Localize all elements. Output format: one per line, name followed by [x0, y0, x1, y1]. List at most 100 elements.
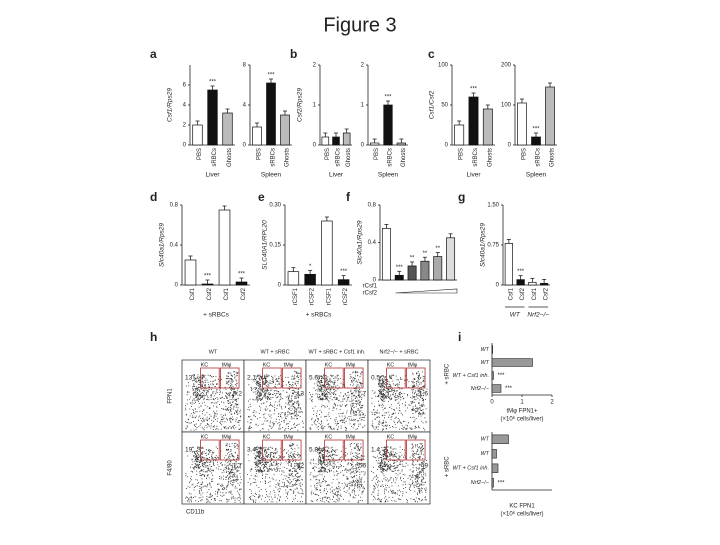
bar [383, 104, 393, 146]
bar [396, 142, 406, 146]
bar [287, 271, 300, 286]
panel-label: b [290, 47, 297, 61]
gate-value: 19 [185, 447, 193, 454]
gate-value: 5.6 [309, 375, 318, 382]
y-tick-label: 0 [313, 143, 317, 149]
flow-dots [185, 371, 242, 431]
gate-kc [324, 439, 344, 461]
gate-value: 3.4 [247, 447, 256, 454]
bar [280, 114, 290, 146]
bar [528, 281, 537, 286]
gate-kc [262, 439, 282, 461]
significance: *** [517, 269, 525, 275]
flow-dots [371, 371, 428, 431]
group-label: WT [510, 312, 521, 319]
x-tick-label: Ghosts [487, 148, 493, 167]
bar [491, 434, 509, 444]
bar [446, 237, 456, 281]
x-tick-label: rCSF1 [293, 287, 299, 305]
bar [454, 124, 465, 146]
gate-value: 1.6 [419, 391, 428, 398]
bar [337, 279, 350, 286]
x-tick-label: Ghosts [550, 148, 556, 167]
panel-label: i [458, 330, 461, 344]
gate-label: KC [325, 362, 333, 368]
x-tick-label: PBS [325, 148, 331, 160]
group-label: + sRBCs [203, 312, 230, 319]
y-tick-label: 0.8 [170, 203, 179, 209]
y-axis-label: Slc40a1/Rps29 [357, 220, 364, 264]
gate-label: tMφ [346, 362, 356, 368]
bar [504, 243, 513, 286]
gate-value: 5.8 [309, 447, 318, 454]
y-axis-label: Slc40a1/Rps29 [480, 223, 487, 267]
x-axis-label: CD11b [186, 510, 205, 516]
slide-title: Figure 3 [323, 14, 396, 36]
gradient-wedge [395, 288, 458, 294]
bar [370, 142, 380, 146]
bar [184, 259, 197, 286]
x-tick-label: PBS [459, 148, 465, 160]
y-tick-label: 2 [183, 123, 187, 129]
bar [516, 279, 525, 286]
panel-label: e [258, 190, 265, 204]
gate-value: 56 [359, 463, 367, 470]
group-label: Spleen [261, 172, 282, 179]
x-tick-label: 2 [550, 400, 554, 406]
x-tick-label: sRBCs [536, 148, 542, 167]
y-tick-label: 100 [501, 103, 512, 109]
category-label: WT [480, 347, 489, 353]
bar [491, 384, 502, 393]
category-label: WT [480, 451, 489, 457]
bar [420, 260, 430, 281]
side-label: + sRBC [445, 456, 451, 478]
y-tick-label: 0.4 [170, 243, 179, 249]
y-tick-label: 2 [313, 63, 317, 69]
gate-value: 1.4 [371, 447, 380, 454]
y-tick-label: 0.4 [368, 240, 377, 246]
gate-value: 1.7 [357, 391, 366, 398]
bar [394, 274, 404, 281]
gate-kc [200, 367, 220, 389]
y-tick-label: 4 [243, 103, 247, 109]
bar [491, 478, 494, 488]
flow-dots [309, 370, 366, 431]
significance: *** [470, 87, 478, 93]
bar [491, 371, 494, 380]
gate-value: 2.1 [247, 375, 256, 382]
y-tick-label: 0 [445, 143, 449, 149]
gate-label: KC [201, 362, 209, 368]
y-tick-label: 0 [508, 143, 512, 149]
panel-label: h [150, 330, 157, 344]
y-tick-label: 0.30 [269, 203, 281, 209]
bar [545, 86, 555, 146]
x-axis-label: KC FPN1 [509, 504, 535, 510]
gate-tm [406, 439, 426, 461]
flow-dots [309, 443, 366, 503]
y-tick-label: 0.15 [269, 243, 281, 249]
y-tick-label: 6 [183, 83, 187, 89]
gate-label: tMφ [284, 362, 294, 368]
significance: *** [505, 386, 513, 392]
x-tick-label: Csf2 [241, 287, 247, 300]
gate-label: KC [325, 434, 333, 440]
y-tick-label: 100 [438, 63, 449, 69]
significance: *** [267, 73, 275, 79]
y-axis-label: Slc40a1/Rps29 [159, 223, 166, 267]
x-tick-label: 1 [520, 400, 524, 406]
flow-dots [371, 443, 427, 503]
y-tick-label: 0 [373, 278, 377, 284]
bar [342, 132, 351, 146]
y-axis-label: SLC40A1/RPL20 [262, 220, 269, 270]
x-tick-label: Ghosts [401, 148, 407, 167]
gate-label: KC [387, 434, 395, 440]
x-tick-label: rCSF2 [343, 287, 349, 305]
flow-dots [247, 443, 304, 503]
gate-value: 1.7 [233, 463, 242, 470]
gate-value: 49 [421, 463, 429, 470]
row-label: rCsf1 [363, 284, 378, 290]
row-label: rCsf2 [363, 291, 378, 297]
bar [222, 112, 233, 146]
bar [540, 283, 549, 286]
bar [235, 281, 248, 286]
